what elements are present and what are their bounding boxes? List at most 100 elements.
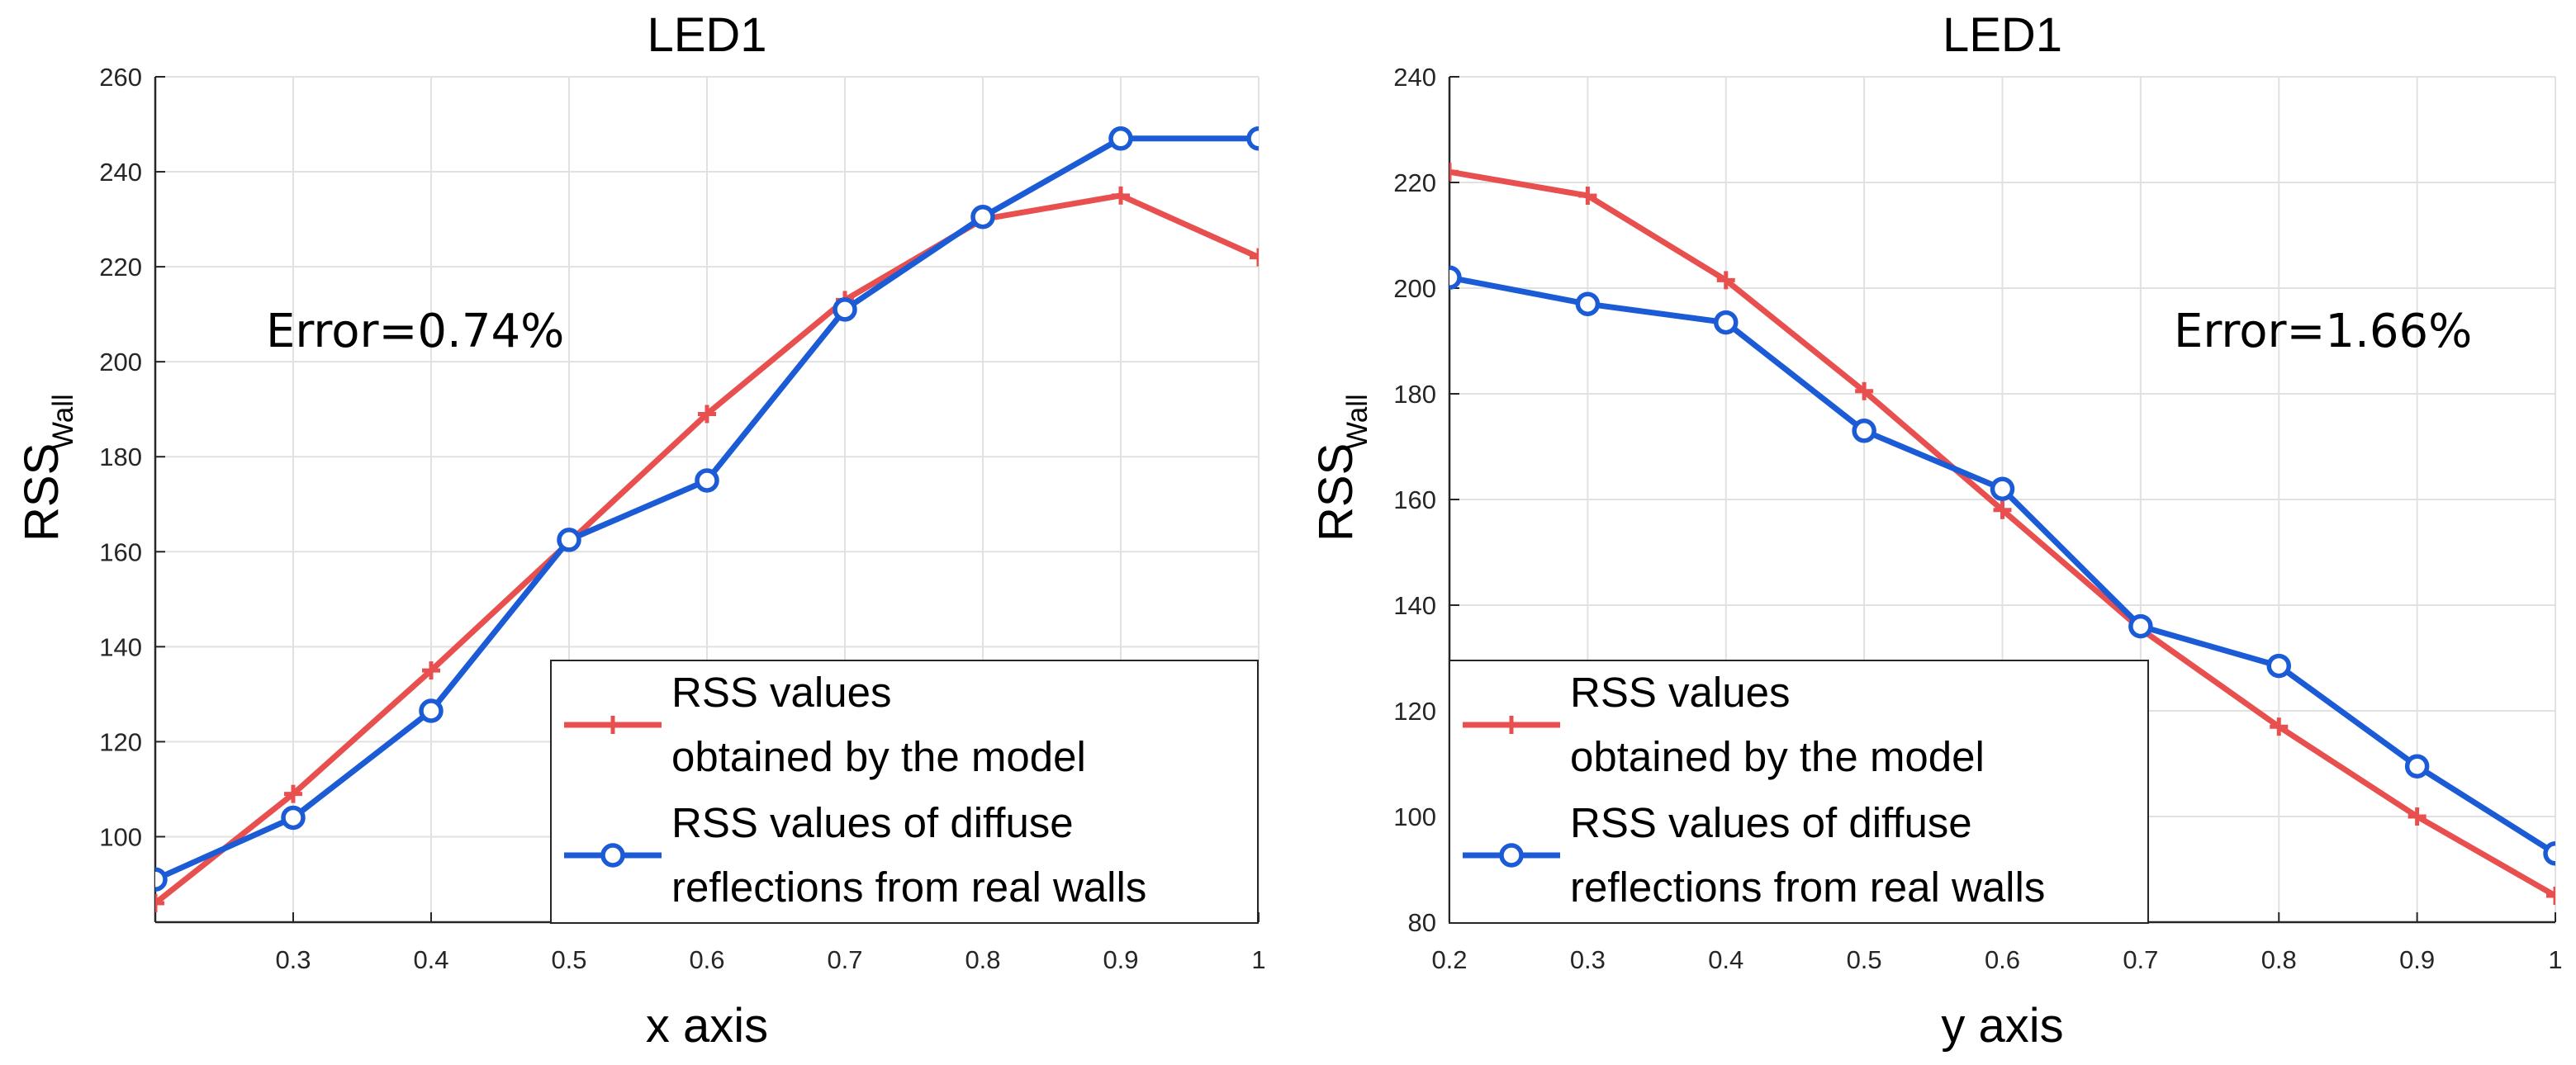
data-point-circle bbox=[2128, 613, 2153, 639]
data-point-plus bbox=[284, 784, 302, 803]
data-point-circle bbox=[1449, 265, 1462, 290]
x-tick-label: 1 bbox=[1251, 945, 1265, 974]
legend-entry: RSS values of diffuse reflections from re… bbox=[564, 799, 1146, 911]
x-tick-label: 0.5 bbox=[551, 945, 586, 974]
y-tick-label: 180 bbox=[99, 443, 142, 471]
data-point-circle bbox=[155, 867, 168, 892]
legend-label: reflections from real walls bbox=[1570, 864, 2045, 911]
y-tick-label: 140 bbox=[99, 632, 142, 661]
legend-label: obtained by the model bbox=[1570, 733, 1985, 780]
x-tick-label: 0.5 bbox=[1847, 945, 1882, 974]
data-point-plus bbox=[1112, 186, 1130, 205]
chart-title: LED1 bbox=[647, 8, 766, 62]
data-point-circle bbox=[1990, 476, 2015, 501]
data-point-circle bbox=[557, 528, 581, 552]
y-tick-label: 240 bbox=[99, 158, 142, 187]
y-tick-label: 120 bbox=[99, 727, 142, 756]
data-point-circle bbox=[1714, 310, 1739, 335]
x-tick-label: 0.6 bbox=[1985, 945, 2020, 974]
x-tick-label: 0.8 bbox=[2261, 945, 2297, 974]
data-point-plus bbox=[698, 405, 716, 424]
legend-circle bbox=[1499, 843, 1524, 868]
legend-entry: RSS values obtained by the model bbox=[1463, 669, 1985, 780]
data-point-circle bbox=[970, 204, 995, 230]
y-tick-label: 240 bbox=[1393, 63, 1436, 92]
data-point-plus bbox=[2546, 887, 2555, 905]
y-tick-label: 260 bbox=[99, 63, 142, 92]
y-tick-label: 220 bbox=[1393, 168, 1436, 197]
data-point-circle bbox=[1246, 126, 1259, 151]
legend-swatch bbox=[564, 716, 662, 734]
y-tick-label: 160 bbox=[1393, 485, 1436, 514]
series-real-walls bbox=[155, 126, 1259, 892]
y-tick-label: 200 bbox=[99, 348, 142, 376]
data-point-plus bbox=[2270, 717, 2289, 736]
data-point-plus bbox=[1855, 381, 1874, 400]
x-axis-label: y axis bbox=[1941, 999, 2063, 1053]
legend-entry: RSS values obtained by the model bbox=[564, 669, 1086, 780]
data-point-plus bbox=[1993, 500, 2012, 519]
data-point-plus bbox=[2408, 807, 2427, 826]
x-axis-label: x axis bbox=[646, 999, 768, 1053]
legend-label: RSS values of diffuse bbox=[1570, 799, 1972, 846]
x-tick-label: 0.2 bbox=[1431, 945, 1467, 974]
error-annotation: Error=0.74% bbox=[266, 305, 564, 358]
x-tick-label: 0.3 bbox=[1570, 945, 1606, 974]
x-tick-label: 1 bbox=[2548, 945, 2562, 974]
y-tick-label: 140 bbox=[1393, 591, 1436, 620]
data-point-plus bbox=[155, 893, 164, 912]
data-point-circle bbox=[281, 805, 306, 831]
y-tick-label: 160 bbox=[99, 537, 142, 566]
error-annotation: Error=1.66% bbox=[2174, 305, 2472, 358]
data-point-plus bbox=[1250, 248, 1259, 267]
chart-right: 0.2 0.3 0.4 0.5 0.6 0.7 0.8 0.9 1801001201401601… bbox=[1309, 8, 2563, 1053]
data-point-circle bbox=[1108, 126, 1133, 151]
y-axis-label-subscript: Wall bbox=[1341, 394, 1373, 449]
x-tick-label: 0.9 bbox=[1103, 945, 1138, 974]
y-tick-label: 180 bbox=[1393, 380, 1436, 409]
x-tick-label: 0.4 bbox=[413, 945, 448, 974]
x-tick-label: 0.6 bbox=[689, 945, 724, 974]
data-point-circle bbox=[1575, 291, 1601, 316]
legend-label: reflections from real walls bbox=[671, 864, 1146, 911]
y-tick-label: 200 bbox=[1393, 274, 1436, 303]
data-point-circle bbox=[833, 297, 857, 322]
data-point-circle bbox=[419, 698, 444, 723]
legend-label: RSS values of diffuse bbox=[671, 799, 1074, 846]
legend-swatch bbox=[564, 843, 662, 868]
data-point-circle bbox=[1852, 419, 1876, 443]
legend-box bbox=[550, 660, 1259, 924]
data-point-circle bbox=[2543, 841, 2555, 866]
legend-swatch bbox=[1463, 716, 1560, 734]
legend-entry: RSS values of diffuse reflections from re… bbox=[1463, 799, 2045, 911]
legend-label: RSS values bbox=[671, 669, 891, 716]
legend-label: obtained by the model bbox=[671, 733, 1086, 780]
data-point-circle bbox=[2266, 653, 2291, 679]
data-point-plus bbox=[1716, 271, 1735, 290]
series-real-walls bbox=[1449, 265, 2555, 866]
legend-swatch bbox=[1463, 843, 1560, 868]
x-tick-label: 0.7 bbox=[2123, 945, 2158, 974]
y-axis-label-subscript: Wall bbox=[47, 394, 79, 449]
legend-box bbox=[1449, 660, 2149, 924]
x-tick-label: 0.8 bbox=[965, 945, 1000, 974]
data-point-plus bbox=[422, 661, 440, 680]
x-tick-label: 0.4 bbox=[1708, 945, 1743, 974]
legend-label: RSS values bbox=[1570, 669, 1790, 716]
y-tick-label: 120 bbox=[1393, 697, 1436, 726]
legend-circle bbox=[600, 843, 625, 868]
x-tick-label: 0.3 bbox=[275, 945, 311, 974]
y-tick-label: 100 bbox=[1393, 802, 1436, 831]
y-axis-label-main: RSS bbox=[1309, 443, 1363, 542]
y-tick-label: 220 bbox=[99, 253, 142, 282]
chart-left: 0.3 0.4 0.5 0.6 0.7 0.8 0.9 1 100 120 140 160 180 200… bbox=[15, 8, 1266, 1053]
x-tick-label: 0.7 bbox=[827, 945, 862, 974]
chart-title: LED1 bbox=[1943, 8, 2062, 62]
y-tick-label: 100 bbox=[99, 822, 142, 851]
data-point-plus bbox=[1449, 163, 1459, 182]
